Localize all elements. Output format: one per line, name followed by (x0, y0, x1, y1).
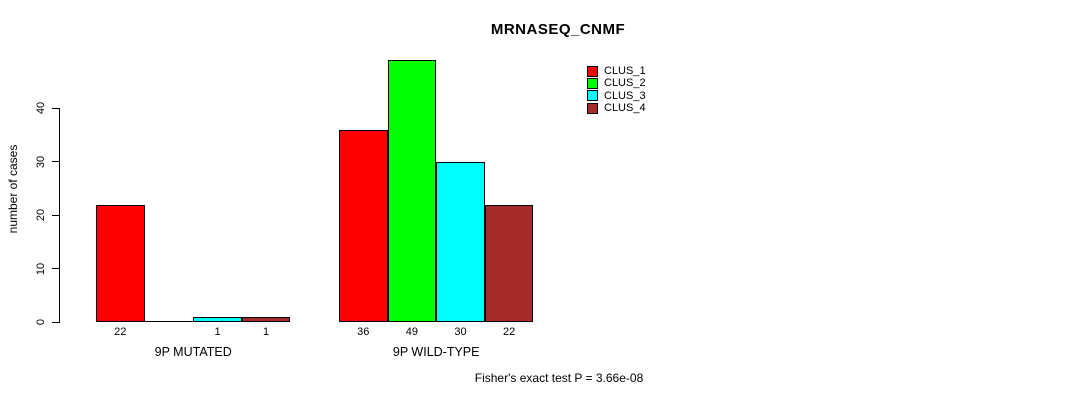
y-tick-label: 30 (35, 155, 47, 168)
y-tick-mark (52, 321, 59, 323)
y-tick-label: 10 (35, 262, 47, 275)
bar-clus_1-9p-mutated (96, 204, 145, 322)
legend-label: CLUS_4 (604, 102, 646, 115)
legend-item-clus_2: CLUS_2 (587, 77, 646, 89)
bar-value-label: 36 (357, 326, 370, 338)
bar-clus_2-9p-mutated (144, 321, 194, 322)
legend-swatch-icon (587, 77, 598, 89)
bar-value-label: 1 (214, 326, 221, 338)
y-axis-title: number of cases (6, 144, 20, 234)
chart-title: MRNASEQ_CNMF (490, 21, 626, 38)
y-tick-mark (52, 107, 59, 109)
legend-item-clus_3: CLUS_3 (587, 90, 646, 102)
legend-label: CLUS_3 (604, 89, 646, 102)
bar-value-label: 1 (263, 326, 270, 338)
bar-value-label: 22 (502, 326, 516, 338)
y-tick-label: 20 (35, 209, 47, 222)
legend-swatch-icon (587, 90, 598, 102)
y-tick-mark (52, 268, 59, 270)
legend: CLUS_1 CLUS_2 CLUS_3 CLUS_4 (587, 65, 646, 114)
bar-value-label: 49 (405, 326, 419, 338)
bar-clus_2-9p-wild-type (387, 60, 437, 322)
bar-clus_3-9p-mutated (193, 316, 242, 322)
category-label-9p-mutated: 9P MUTATED (154, 345, 232, 359)
bar-clus_4-9p-mutated (241, 316, 291, 322)
bar-clus_4-9p-wild-type (484, 204, 534, 322)
y-tick-mark (52, 214, 59, 216)
bar-value-label: 30 (454, 326, 467, 338)
legend-swatch-icon (587, 102, 598, 114)
legend-swatch-icon (587, 65, 598, 77)
legend-label: CLUS_1 (604, 65, 646, 78)
y-axis-line (59, 108, 60, 323)
bar-value-label: 22 (114, 326, 127, 338)
bar-clus_3-9p-wild-type (436, 161, 485, 322)
legend-item-clus_1: CLUS_1 (587, 65, 646, 77)
y-tick-label: 0 (35, 318, 47, 326)
category-label-9p-wild-type: 9P WILD-TYPE (392, 345, 480, 359)
legend-label: CLUS_2 (604, 77, 646, 90)
y-tick-label: 40 (35, 102, 47, 115)
fisher-test-annotation: Fisher's exact test P = 3.66e-08 (474, 371, 644, 385)
y-tick-mark (52, 161, 59, 163)
bar-clus_1-9p-wild-type (339, 129, 388, 322)
legend-item-clus_4: CLUS_4 (587, 102, 646, 114)
